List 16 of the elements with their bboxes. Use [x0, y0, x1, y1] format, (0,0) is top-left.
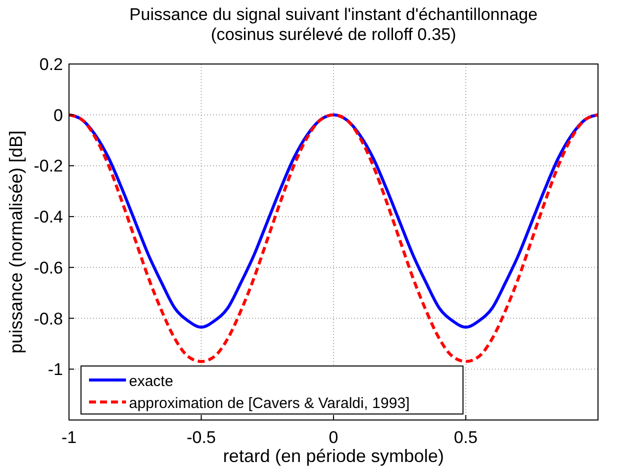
y-tick-label: 0 — [54, 106, 63, 125]
x-tick-label: 0 — [328, 428, 338, 447]
y-axis-title: puissance (normalisée) [dB] — [6, 130, 26, 354]
chart-title: Puissance du signal suivant l'instant d'échantillonnage (cosinus surélevé de rolloff 0.35) — [129, 5, 538, 44]
x-tick-label: -0.5 — [186, 428, 216, 447]
x-tick-label: -1 — [61, 428, 77, 447]
y-tick-label: -0.2 — [34, 156, 63, 176]
legend-label: approximation de [Cavers & Varaldi, 1993] — [129, 395, 410, 412]
legend-label: exacte — [129, 373, 174, 390]
x-axis-title: retard (en période symbole) — [222, 446, 444, 466]
x-tick-label: 0.5 — [454, 428, 478, 447]
y-tick-label: -0.4 — [34, 208, 63, 227]
y-tick-label: -0.6 — [34, 258, 63, 278]
y-tick-label: -0.8 — [34, 309, 63, 328]
y-tick-label: -1 — [48, 360, 63, 380]
y-tick-label: 0.2 — [39, 55, 63, 74]
